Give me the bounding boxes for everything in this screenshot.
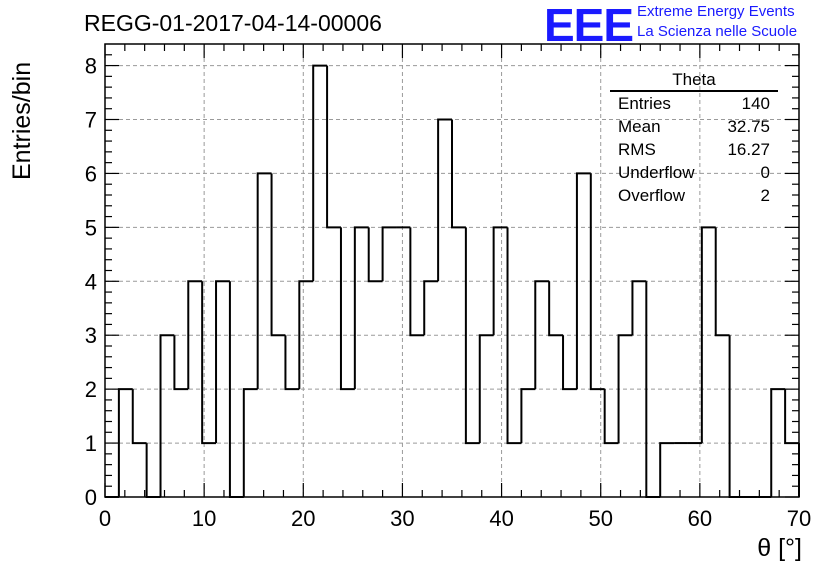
stats-row-entries: Entries 140	[610, 92, 778, 115]
stats-row-rms: RMS 16.27	[610, 138, 778, 161]
histogram-bin	[714, 227, 730, 337]
histogram-bin	[131, 389, 147, 445]
stats-value: 140	[741, 94, 770, 113]
histogram-bin	[548, 281, 564, 337]
x-tick-label: 50	[588, 506, 612, 531]
stats-value: 2	[760, 186, 770, 205]
histogram-bin	[270, 173, 286, 337]
y-tick-label: 1	[85, 431, 97, 456]
histogram-bin	[575, 172, 591, 390]
stats-value: 0	[760, 163, 770, 182]
histogram-bin	[451, 119, 466, 229]
histogram-bin	[728, 335, 744, 498]
axis-ticks	[104, 44, 800, 498]
histogram-bin	[256, 172, 272, 390]
histogram-bin	[326, 65, 341, 229]
histogram-bin	[617, 334, 633, 444]
y-tick-label: 4	[85, 269, 97, 294]
histogram-bin	[589, 173, 605, 391]
x-axis-label: θ [°]	[757, 534, 802, 562]
stats-value: 32.75	[727, 117, 770, 136]
histogram-bin	[770, 388, 786, 497]
histogram-bin	[562, 335, 577, 391]
y-tick-label: 3	[85, 323, 97, 348]
histogram-bin	[520, 388, 536, 444]
stats-label: Overflow	[618, 186, 686, 205]
stats-row-mean: Mean 32.75	[610, 115, 778, 138]
x-tick-label: 0	[99, 506, 111, 531]
stats-label: Mean	[618, 117, 661, 136]
histogram-bin	[700, 226, 716, 444]
histogram-bin	[353, 226, 369, 390]
logo-line-2: La Scienza nelle Scuole	[637, 23, 798, 40]
histogram-bin	[367, 227, 383, 283]
x-tick-label: 40	[489, 506, 513, 531]
histogram-bin	[423, 280, 439, 336]
x-tick-label: 60	[688, 506, 712, 531]
histogram-bin	[201, 281, 217, 445]
y-axis-label: Entries/bin	[8, 61, 36, 180]
x-tick-label: 20	[291, 506, 315, 531]
histogram-bin	[159, 334, 175, 497]
histogram-bin	[409, 227, 425, 337]
histogram-bin	[478, 334, 494, 444]
y-tick-label: 7	[85, 108, 97, 133]
histogram-bin	[187, 280, 203, 390]
histogram-bin	[284, 335, 300, 391]
histogram-bin	[603, 389, 619, 445]
x-tick-label: 30	[390, 506, 414, 531]
eee-logo: EEE	[544, 0, 634, 51]
stats-label: Entries	[618, 94, 671, 113]
x-tick-label: 10	[192, 506, 216, 531]
logo-line-1: Extreme Energy Events	[637, 3, 795, 20]
histogram-bin	[784, 389, 799, 445]
stats-title: Theta	[610, 71, 778, 92]
histogram-bin	[437, 118, 452, 282]
x-tick-label: 70	[787, 506, 811, 531]
stats-label: RMS	[618, 140, 656, 159]
stats-row-overflow: Overflow 2	[610, 184, 778, 207]
histogram-bin	[242, 388, 258, 497]
y-tick-label: 8	[85, 54, 97, 79]
stats-box: Theta Entries 140 Mean 32.75 RMS 16.27 U…	[610, 71, 778, 207]
y-tick-label: 2	[85, 377, 97, 402]
histogram-bin	[464, 227, 480, 445]
histogram-bin	[339, 227, 355, 391]
histogram-bin	[631, 280, 647, 336]
stats-value: 16.27	[727, 140, 770, 159]
y-tick-label: 0	[85, 485, 97, 510]
stats-row-underflow: Underflow 0	[610, 161, 778, 184]
histogram-bin	[298, 280, 314, 390]
y-tick-label: 6	[85, 161, 97, 186]
histogram-bin	[215, 280, 230, 444]
histogram-bin	[659, 442, 675, 497]
chart-title: REGG-01-2017-04-14-00006	[84, 10, 382, 36]
histogram-bin	[381, 226, 397, 282]
histogram-bin	[173, 335, 189, 391]
histogram-bin	[312, 64, 328, 282]
histogram-bin	[506, 227, 522, 445]
histogram-bin	[534, 280, 550, 390]
histogram-bin	[145, 443, 161, 498]
stats-label: Underflow	[618, 163, 695, 182]
histogram-bin	[492, 226, 508, 336]
y-tick-label: 5	[85, 215, 97, 240]
